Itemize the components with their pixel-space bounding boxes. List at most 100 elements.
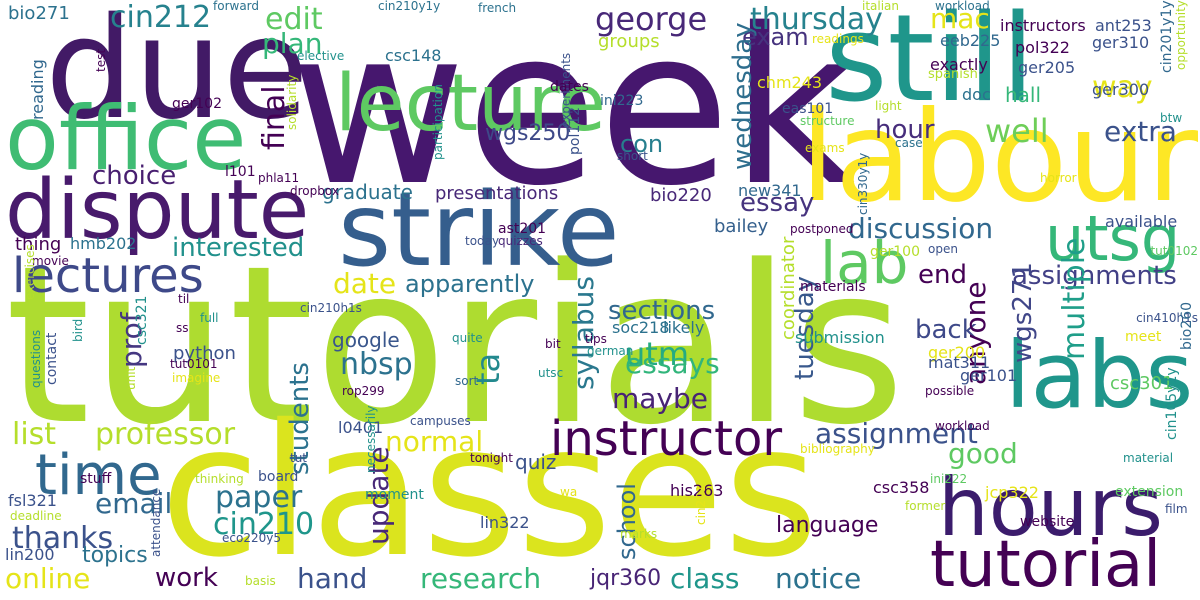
- word-workload: workload: [935, 419, 990, 433]
- word-multiple: multiple: [1057, 237, 1092, 360]
- word-bio260: bio260: [1179, 301, 1195, 350]
- word-still: still: [825, 0, 1035, 129]
- word-classes: classes: [160, 385, 819, 597]
- word-cin330y1y: cin330y1y: [856, 152, 870, 215]
- word-fsl321: fsl321: [8, 491, 57, 510]
- word-ger205: ger205: [1018, 58, 1076, 77]
- word-mat311: mat311: [928, 353, 991, 372]
- word-plan: plan: [262, 27, 323, 60]
- word-groups: groups: [598, 31, 660, 52]
- word-edit: edit: [265, 2, 323, 37]
- word-elective: elective: [297, 49, 345, 63]
- word-dispute: dispute: [5, 163, 310, 258]
- word-thing: thing: [15, 234, 62, 255]
- word-ger102: ger102: [172, 96, 222, 112]
- word-ini222: ini222: [930, 472, 968, 486]
- word-hmb202: hmb202: [70, 234, 137, 253]
- word-good: good: [948, 437, 1018, 470]
- word-movie: movie: [32, 254, 69, 268]
- word-dropbox: dropbox: [290, 184, 339, 198]
- word-workload: workload: [935, 0, 990, 13]
- word-essays: essays: [625, 347, 720, 380]
- word-his263: his263: [670, 481, 724, 500]
- word-labs: labs: [1005, 322, 1194, 429]
- word-mac: mac: [930, 2, 990, 35]
- word-today: today: [465, 234, 500, 248]
- word-instructor: instructor: [550, 411, 783, 467]
- word-paper: paper: [215, 480, 303, 515]
- word-soc218: soc218: [612, 318, 670, 337]
- word-tut0102: tut0102: [1150, 244, 1198, 258]
- word-spanish: spanish: [928, 67, 978, 82]
- word-full: full: [200, 311, 219, 325]
- word-utsc: utsc: [538, 366, 564, 380]
- word-sort: sort: [455, 374, 479, 388]
- word-wgs250: wgs250: [485, 121, 571, 146]
- word-nbsp: nbsp: [340, 347, 413, 382]
- word-attendance: attendance: [149, 488, 163, 557]
- word-maybe: maybe: [612, 382, 709, 415]
- word-ger300: ger300: [1092, 80, 1150, 99]
- word-dates: dates: [550, 79, 589, 95]
- word-tonight: tonight: [470, 451, 513, 465]
- word-lectures: lectures: [12, 248, 204, 304]
- word-solidarity: solidarity: [285, 74, 299, 130]
- word-readings: readings: [812, 32, 864, 46]
- word-ger101: ger101: [960, 366, 1018, 385]
- word-ger310: ger310: [1092, 33, 1150, 52]
- word-exams: exams: [805, 141, 845, 155]
- word-meet: meet: [1125, 329, 1162, 345]
- word-stuff: stuff: [80, 471, 112, 487]
- word-forward: forward: [213, 0, 260, 13]
- word-available: available: [1105, 212, 1178, 231]
- word-l101: l101: [225, 164, 256, 180]
- word-submission: submission: [795, 328, 885, 347]
- word-campuses: campuses: [410, 414, 471, 428]
- word-normal: normal: [385, 425, 484, 458]
- word-ini223: ini223: [600, 93, 644, 109]
- word-ast201: ast201: [498, 221, 547, 237]
- word-notice: notice: [775, 562, 862, 595]
- word-topics: topics: [82, 543, 148, 568]
- word-eco220y5: eco220y5: [222, 531, 281, 545]
- word-sections: sections: [608, 296, 716, 326]
- word-contact: contact: [44, 332, 60, 385]
- word-bailey: bailey: [714, 216, 769, 237]
- word-chm243: chm243: [757, 73, 823, 92]
- word-eeb225: eeb225: [940, 31, 1001, 50]
- word-quiz: quiz: [515, 450, 557, 474]
- word-cin105y1y: cin105y1y: [1164, 367, 1180, 440]
- word-postponed: postponed: [790, 222, 854, 236]
- word-new341: new341: [738, 181, 802, 200]
- word-tut0101: tut0101: [170, 357, 218, 371]
- word-basis: basis: [245, 574, 276, 588]
- word-necessarily: necessarily: [364, 405, 378, 473]
- word-former: former: [905, 499, 946, 513]
- word-tips: tips: [585, 332, 607, 346]
- word-eas101: eas101: [782, 101, 834, 117]
- word-quite: quite: [452, 331, 483, 345]
- word-film: film: [1165, 502, 1188, 516]
- word-labour: labour: [800, 85, 1198, 230]
- word-utsg: utsg: [1045, 202, 1181, 275]
- word-participation: participation: [431, 84, 445, 160]
- word-extension: extension: [1115, 484, 1184, 500]
- word-class: class: [670, 562, 740, 595]
- word-csc321: csc321: [134, 295, 150, 345]
- word-lin200: lin200: [5, 545, 55, 564]
- word-george: george: [595, 0, 708, 38]
- word-bibliography: bibliography: [800, 442, 875, 456]
- word-short: short: [617, 149, 648, 163]
- word-exam: exam: [742, 23, 809, 51]
- word-csc358: csc358: [873, 478, 930, 497]
- word-moment: moment: [365, 487, 424, 503]
- word-website: website: [1020, 514, 1075, 530]
- word-horror: horror: [1040, 171, 1077, 185]
- word-french: french: [478, 1, 517, 15]
- word-research: research: [420, 562, 542, 595]
- word-btw: btw: [1160, 111, 1183, 125]
- word-google: google: [332, 328, 400, 352]
- word-end: end: [918, 260, 967, 290]
- word-coordinator: coordinator: [778, 236, 799, 340]
